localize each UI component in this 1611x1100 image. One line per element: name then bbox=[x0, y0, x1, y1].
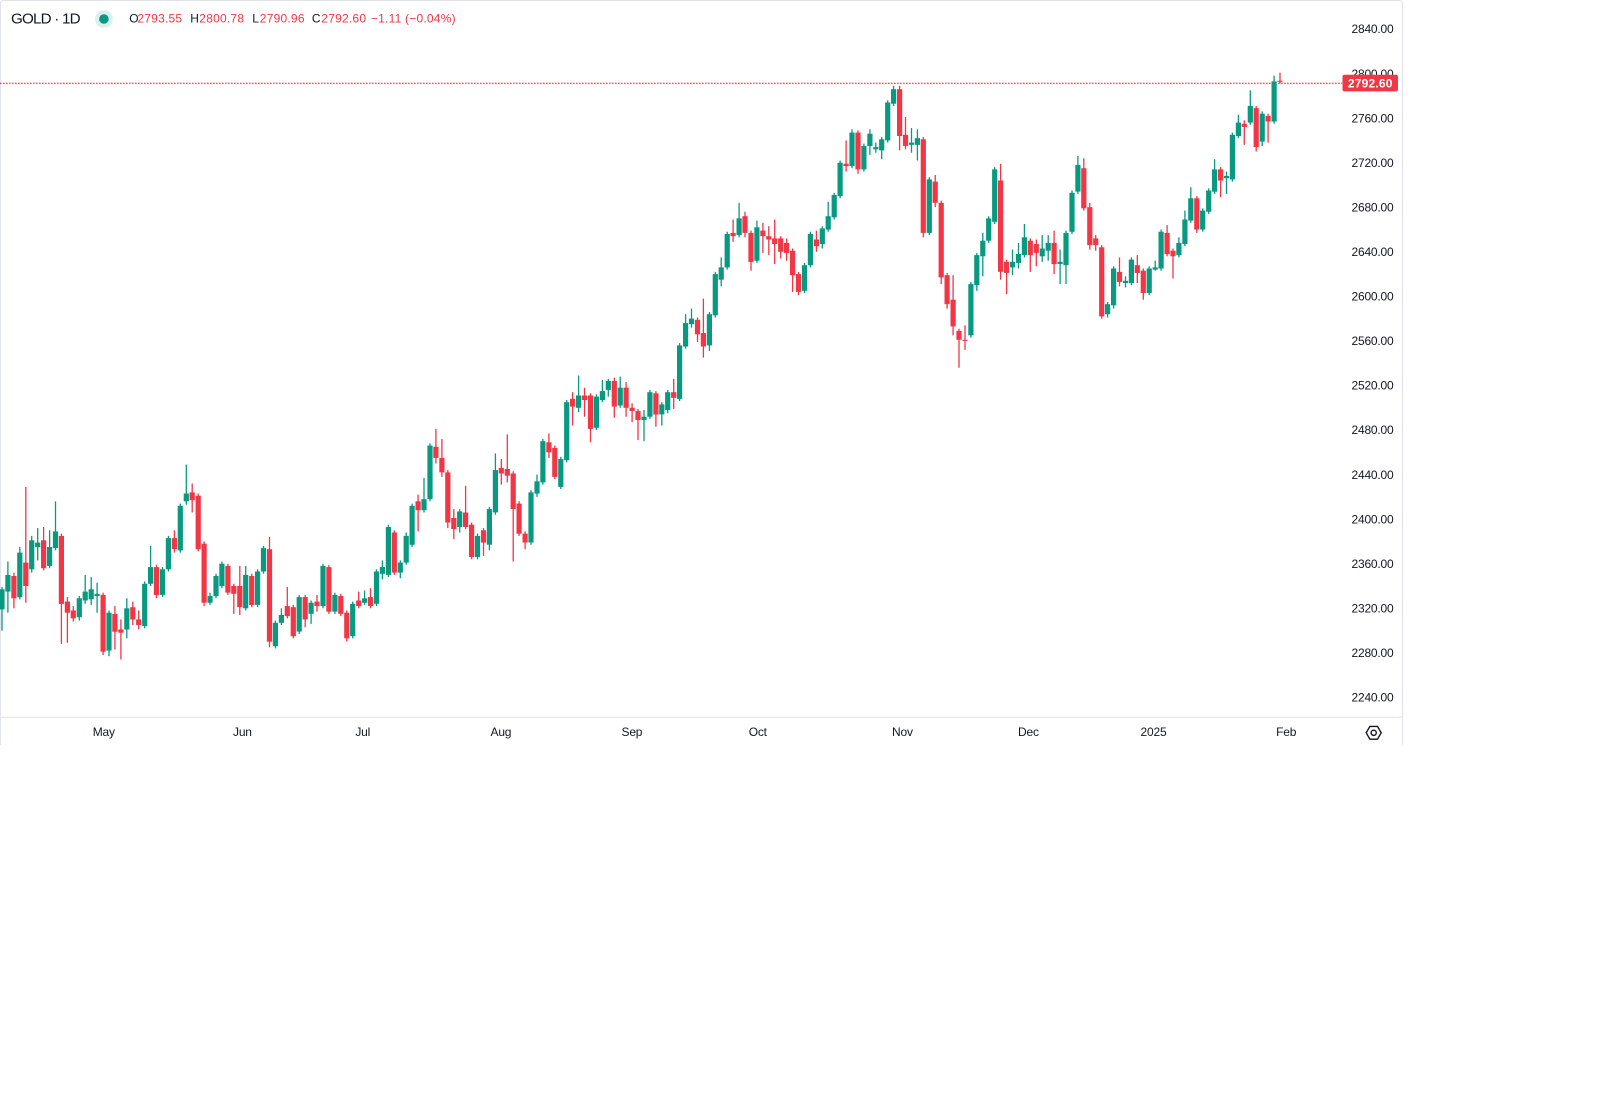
svg-text:2760.00: 2760.00 bbox=[1352, 111, 1395, 125]
svg-text:Feb: Feb bbox=[1276, 725, 1297, 739]
svg-text:Jul: Jul bbox=[355, 725, 370, 739]
svg-text:2520.00: 2520.00 bbox=[1352, 379, 1395, 393]
svg-text:2793.55: 2793.55 bbox=[137, 11, 182, 25]
svg-text:Jun: Jun bbox=[233, 725, 252, 739]
svg-text:2790.96: 2790.96 bbox=[260, 11, 305, 25]
svg-text:Oct: Oct bbox=[749, 725, 768, 739]
svg-text:2440.00: 2440.00 bbox=[1352, 468, 1395, 482]
svg-text:2280.00: 2280.00 bbox=[1352, 646, 1395, 660]
svg-text:May: May bbox=[93, 725, 115, 739]
svg-text:Dec: Dec bbox=[1018, 725, 1039, 739]
svg-text:2240.00: 2240.00 bbox=[1352, 691, 1395, 705]
svg-text:L: L bbox=[252, 11, 259, 25]
svg-text:O: O bbox=[129, 11, 138, 25]
svg-text:2840.00: 2840.00 bbox=[1352, 22, 1395, 36]
svg-text:2600.00: 2600.00 bbox=[1352, 290, 1395, 304]
svg-text:C: C bbox=[312, 11, 321, 25]
svg-text:2360.00: 2360.00 bbox=[1352, 557, 1395, 571]
svg-text:2640.00: 2640.00 bbox=[1352, 245, 1395, 259]
svg-text:2792.60: 2792.60 bbox=[321, 11, 366, 25]
svg-text:Nov: Nov bbox=[892, 725, 913, 739]
svg-text:Aug: Aug bbox=[491, 725, 512, 739]
svg-text:2560.00: 2560.00 bbox=[1352, 334, 1395, 348]
svg-text:2680.00: 2680.00 bbox=[1352, 200, 1395, 214]
svg-text:Sep: Sep bbox=[622, 725, 643, 739]
svg-text:2792.60: 2792.60 bbox=[1348, 76, 1393, 90]
svg-text:2480.00: 2480.00 bbox=[1352, 423, 1395, 437]
svg-text:2720.00: 2720.00 bbox=[1352, 156, 1395, 170]
svg-text:2025: 2025 bbox=[1141, 725, 1167, 739]
svg-text:H: H bbox=[190, 11, 199, 25]
svg-text:2800.78: 2800.78 bbox=[199, 11, 244, 25]
svg-text:−1.11 (−0.04%): −1.11 (−0.04%) bbox=[371, 11, 456, 25]
svg-text:2400.00: 2400.00 bbox=[1352, 512, 1395, 526]
svg-text:2320.00: 2320.00 bbox=[1352, 602, 1395, 616]
svg-text:GOLD · 1D: GOLD · 1D bbox=[11, 11, 81, 28]
